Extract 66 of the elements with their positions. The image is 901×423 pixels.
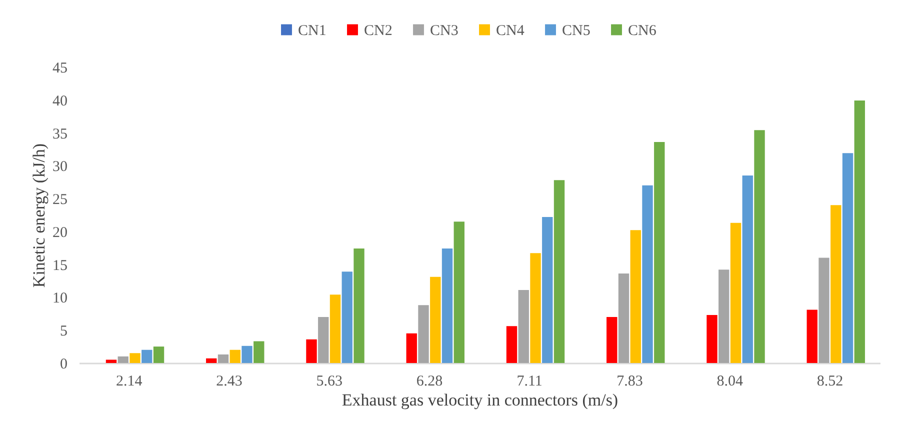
legend-label: CN5 bbox=[562, 22, 590, 39]
bar bbox=[354, 248, 364, 363]
bar bbox=[330, 294, 341, 363]
y-tick-label: 40 bbox=[52, 93, 68, 110]
bar bbox=[642, 185, 653, 363]
bar bbox=[206, 358, 217, 363]
bar bbox=[130, 353, 140, 363]
bar bbox=[118, 356, 128, 363]
y-tick-label: 30 bbox=[52, 159, 68, 176]
legend-label: CN1 bbox=[298, 22, 326, 39]
bar bbox=[142, 350, 152, 363]
bar bbox=[306, 339, 317, 363]
bar bbox=[430, 276, 441, 363]
bar bbox=[342, 272, 352, 363]
x-tick-label: 2.43 bbox=[216, 374, 242, 390]
y-tick-label: 25 bbox=[52, 192, 68, 208]
bar bbox=[806, 310, 818, 363]
bar bbox=[542, 216, 553, 363]
legend-label: CN3 bbox=[430, 22, 458, 39]
legend-label: CN4 bbox=[496, 22, 525, 39]
bar bbox=[654, 142, 665, 363]
x-tick-label: 7.11 bbox=[516, 374, 542, 390]
bar bbox=[442, 248, 453, 363]
x-tick-label: 8.04 bbox=[716, 374, 744, 390]
bar bbox=[406, 333, 417, 363]
bar bbox=[518, 290, 529, 363]
bar bbox=[706, 314, 718, 363]
y-tick-label: 5 bbox=[60, 324, 68, 340]
legend-label: CN6 bbox=[628, 22, 657, 39]
x-tick-label: 6.28 bbox=[416, 374, 443, 390]
bar bbox=[630, 230, 641, 363]
x-tick-label: 5.63 bbox=[316, 374, 342, 390]
x-tick-label: 7.83 bbox=[616, 374, 643, 390]
bar bbox=[242, 346, 252, 363]
bar bbox=[742, 176, 753, 363]
bar bbox=[842, 153, 854, 363]
bar bbox=[106, 360, 117, 363]
bar bbox=[153, 346, 164, 363]
bar bbox=[830, 205, 842, 363]
x-tick-label: 2.14 bbox=[116, 374, 143, 390]
bar bbox=[318, 316, 329, 363]
bar bbox=[606, 316, 618, 363]
bar bbox=[818, 258, 830, 363]
bar bbox=[618, 274, 630, 363]
bar bbox=[718, 270, 730, 363]
bar bbox=[218, 354, 229, 363]
x-tick-label: 8.52 bbox=[816, 374, 844, 390]
y-tick-label: 20 bbox=[52, 224, 68, 241]
bar bbox=[506, 326, 518, 363]
bar bbox=[754, 130, 765, 363]
bar bbox=[418, 305, 429, 363]
bar bbox=[530, 253, 541, 363]
bar bbox=[454, 222, 464, 363]
y-tick-label: 0 bbox=[60, 356, 68, 372]
bar bbox=[254, 341, 264, 363]
bar bbox=[230, 350, 240, 363]
y-tick-label: 10 bbox=[52, 290, 68, 307]
y-tick-label: 35 bbox=[52, 126, 68, 142]
bar bbox=[554, 180, 565, 363]
y-tick-label: 15 bbox=[52, 258, 68, 274]
y-axis-title: Kinetic energy (kJ/h) bbox=[30, 143, 48, 288]
bar bbox=[854, 100, 865, 363]
bar bbox=[730, 222, 742, 363]
x-axis-title: Exhaust gas velocity in connectors (m/s) bbox=[342, 390, 618, 410]
legend-label: CN2 bbox=[364, 22, 392, 39]
y-tick-label: 45 bbox=[52, 60, 68, 76]
